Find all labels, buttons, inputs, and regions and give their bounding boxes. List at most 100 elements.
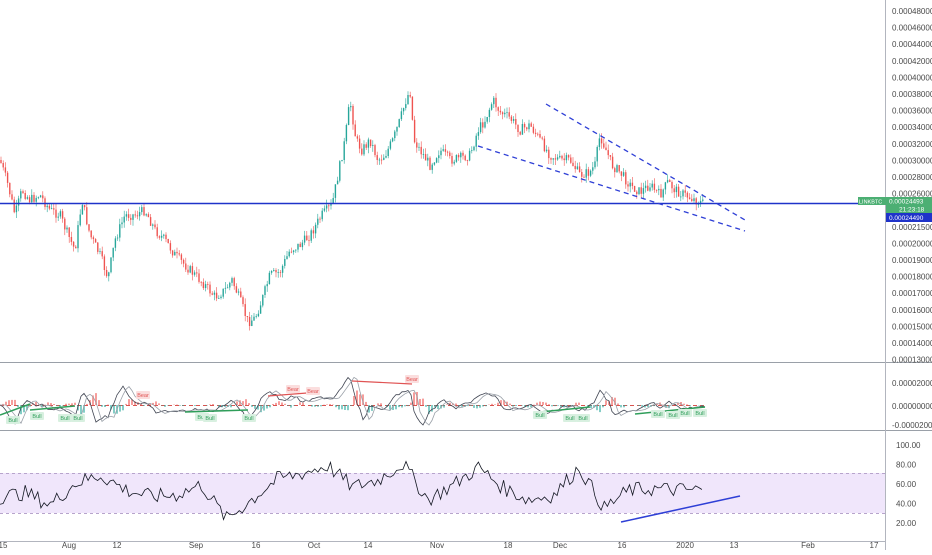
candle-body [69,228,70,237]
candle-body [434,163,435,165]
candle-body [284,259,285,266]
price-scale-label: 0.00046000 [892,24,932,33]
oscillator-histogram-bar [68,404,70,405]
bull-tag: Bull [666,411,680,419]
candle-body [691,199,692,201]
time-axis-label: Aug [62,541,76,550]
candle-body [275,270,276,272]
candle-body [379,160,380,161]
bear-tag: Bear [405,375,419,383]
candle-body [66,228,67,230]
candle-body [225,288,226,289]
oscillator-histogram-bar [74,403,76,405]
bull-tag: Bull [576,414,590,422]
oscillator-histogram-bar [605,400,607,405]
tag-label: Bull [668,413,677,419]
candle-body [500,111,501,113]
candle-body [456,155,457,162]
candle-body [203,282,204,288]
oscillator-histogram-bar [485,405,487,406]
candle-body [95,239,96,243]
oscillator-histogram-bar [56,405,58,406]
candle-body [557,157,558,159]
price-scale-label: 0.00019000 [892,256,932,265]
oscillator-histogram-bar [317,405,319,407]
candle-body [148,214,149,217]
candle-body [658,189,659,190]
oscillator-histogram-bar [35,402,37,405]
candle-body [597,147,598,161]
oscillator-histogram-bar [338,405,340,410]
time-axis-label: 15 [0,541,8,550]
bear-tag: Bear [136,391,150,399]
candle-body [429,158,430,170]
candle-body [445,149,446,152]
candle-body [405,104,406,108]
candle-body [251,321,252,327]
candle-body [187,270,188,273]
price-scale-label: 0.00020000 [892,239,932,248]
candle-body [93,237,94,239]
oscillator-histogram-bar [119,405,121,412]
candle-body [80,215,81,226]
candle-body [449,153,450,156]
candle-body [295,250,296,251]
candle-body [218,298,219,299]
time-axis-label: 12 [113,541,122,550]
candle-body [542,138,543,139]
oscillator-histogram-bar [266,405,268,409]
candle-body [141,207,142,212]
countdown-value: 21:23:18 [899,207,925,214]
candle-body [99,251,100,252]
candle-body [260,305,261,313]
candle-body [394,132,395,139]
bull-tag: Bull [693,409,707,417]
tag-label: Bull [653,412,662,418]
bull-tag: Bull [6,416,20,424]
candle-body [291,252,292,253]
candle-body [682,190,683,196]
oscillator-histogram-bar [53,404,55,405]
tag-label: Bull [8,418,17,424]
oscillator-histogram-bar [641,405,643,407]
price-scale-label: 0.00040000 [892,73,932,82]
candle-body [636,192,637,194]
candle-body [487,117,488,122]
oscillator-histogram-bar [164,405,166,407]
oscillator-histogram-bar [620,405,622,407]
rsi-scale-label: 40.00 [896,500,917,509]
candle-body [572,163,573,166]
bull-tag: Bull [58,414,72,422]
oscillator-histogram-bar [548,404,550,405]
candle-body [425,154,426,160]
candle-body [451,156,452,164]
bear-tag: Bear [306,387,320,395]
candle-body [471,150,472,151]
candle-body [702,200,703,201]
candle-body [326,205,327,208]
oscillator-scale-label: 0.00000000 [892,402,932,411]
time-axis-label: 17 [870,541,879,550]
oscillator-histogram-bar [290,405,292,408]
candle-body [478,132,479,136]
candle-body [267,284,268,286]
candle-body [581,172,582,177]
candle-body [335,184,336,198]
candle-body [104,256,105,270]
candle-body [687,193,688,198]
candle-body [403,108,404,111]
candle-body [51,208,52,209]
candle-body [346,125,347,141]
tag-label: Bull [60,416,69,422]
candle-body [269,273,270,284]
candle-body [669,180,670,182]
candle-body [192,266,193,275]
oscillator-histogram-bar [158,403,160,405]
tag-label: Bull [680,411,689,417]
tag-label: Bear [307,389,319,395]
candle-body [368,140,369,148]
candle-body [220,297,221,298]
tag-label: Bear [287,387,299,393]
candle-body [262,295,263,306]
